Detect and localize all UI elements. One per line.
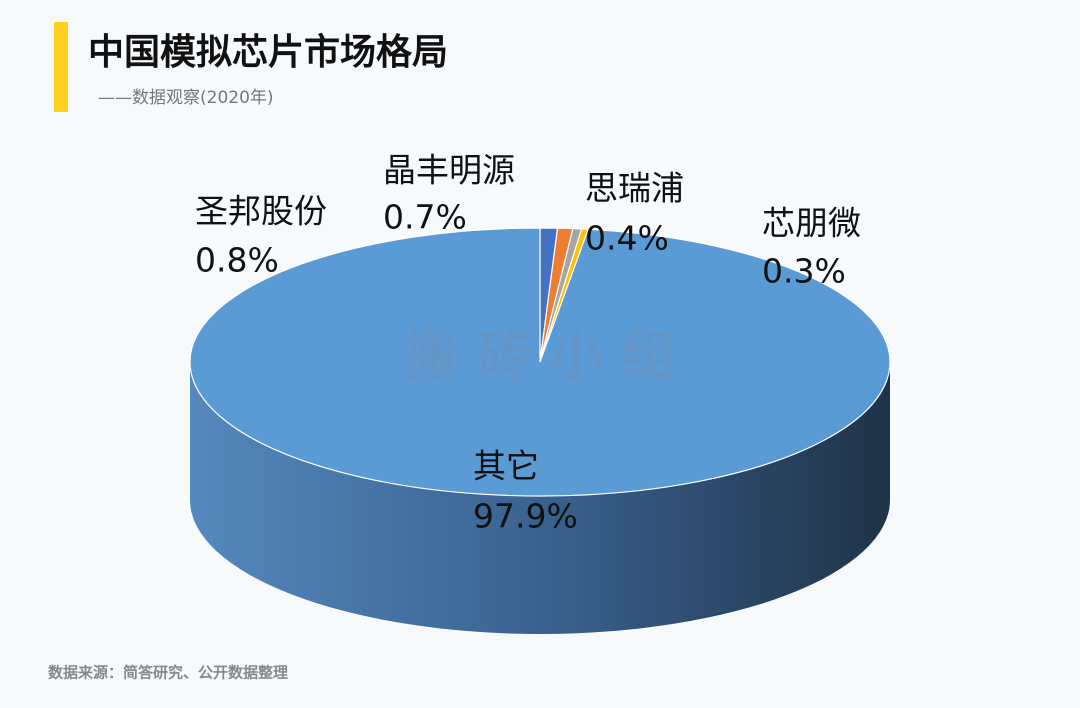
slice-label: 芯朋微	[762, 204, 861, 243]
value-label: 0.8%	[195, 241, 279, 280]
value-label: 97.9%	[473, 497, 578, 536]
value-label: 0.3%	[762, 252, 846, 291]
title-accent	[54, 22, 68, 112]
labels: 圣邦股份 0.8% 晶丰明源 0.7% 思瑞浦 0.4% 芯朋微 0.3% 其它 97.9%	[195, 151, 861, 536]
source-note: 数据来源：简答研究、公开数据整理	[48, 664, 288, 682]
value-label: 0.4%	[585, 219, 669, 258]
chart-subtitle: ——数据观察(2020年)	[98, 88, 274, 108]
watermark: 搬 砖 小 组	[404, 325, 676, 388]
value-label: 0.7%	[383, 198, 467, 237]
slice-label: 圣邦股份	[195, 192, 327, 231]
slice-label: 思瑞浦	[585, 169, 684, 208]
pie	[189, 227, 891, 634]
pie-side	[190, 362, 890, 634]
slice-label: 晶丰明源	[383, 151, 515, 190]
slice-label: 其它	[473, 447, 539, 486]
pie-slice	[189, 227, 891, 497]
chart-title: 中国模拟芯片市场格局	[88, 32, 448, 73]
